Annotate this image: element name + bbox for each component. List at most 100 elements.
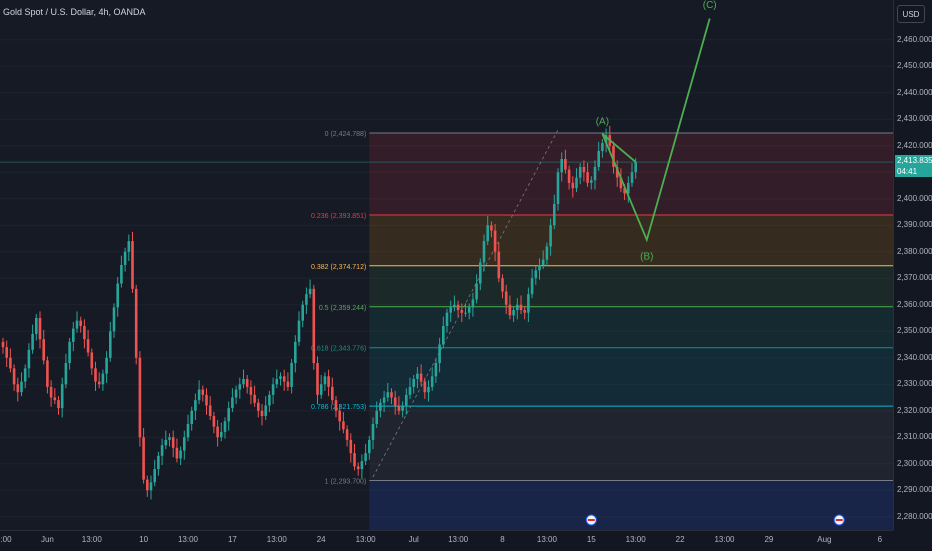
candle-body [175, 447, 179, 459]
candle-body [49, 386, 53, 398]
candle-body [216, 426, 219, 438]
time-tick-label: 8 [500, 535, 505, 544]
candle-body [83, 325, 86, 340]
price-axis[interactable] [893, 0, 932, 530]
candle-body [168, 437, 171, 440]
candle-body [268, 394, 271, 406]
candle-body [412, 378, 415, 387]
candle-body [460, 310, 464, 313]
candle-body [619, 177, 623, 189]
candle-body [57, 400, 60, 409]
candle-body [597, 151, 600, 167]
candle-body [397, 405, 401, 411]
event-flag-stripe [587, 519, 595, 521]
candle-body [201, 389, 205, 395]
candle-body [375, 410, 378, 424]
fib-zone [369, 215, 893, 266]
price-tick-label: 2,300.000 [897, 458, 932, 468]
candle-body [467, 307, 471, 313]
fib-zone [369, 406, 893, 481]
candle-body [590, 180, 593, 183]
candle-body [94, 368, 97, 382]
time-tick-label: 6 [877, 535, 883, 544]
candle-body [479, 262, 482, 284]
candle-body [416, 373, 419, 379]
candle-body [149, 482, 153, 491]
candle-body [279, 376, 282, 379]
currency-button[interactable]: USD [897, 5, 925, 23]
fib-level-label: 0.618 (2,343.776) [311, 346, 366, 353]
candle-body [456, 304, 460, 311]
candle-body [197, 389, 201, 401]
candle-body [68, 341, 71, 364]
candle-body [97, 381, 101, 385]
candle-body [323, 376, 327, 385]
candle-body [423, 381, 427, 393]
candle-body [601, 143, 604, 152]
time-tick-label: 24 [316, 535, 326, 544]
price-tick-label: 2,290.000 [897, 485, 932, 495]
candle-body [327, 376, 330, 387]
last-price-tag: 2,413.835 04:41 [895, 155, 932, 177]
candle-body [64, 363, 68, 385]
candle-body [405, 394, 408, 406]
candle-body [164, 439, 168, 446]
candle-body [131, 241, 134, 289]
time-tick-label: 13:00 [714, 535, 735, 544]
candle-body [379, 402, 382, 411]
price-tick-label: 2,420.000 [897, 140, 932, 150]
wave-label: (A) [596, 117, 609, 128]
time-tick-label: :00 [0, 535, 12, 544]
candle-body [319, 384, 323, 395]
candle-body [382, 397, 386, 403]
candle-body [157, 455, 160, 470]
candle-body [345, 429, 349, 440]
price-tick-label: 2,460.000 [897, 34, 932, 44]
fib-level-label: 0.5 (2,359.244) [319, 305, 366, 312]
candle-body [612, 145, 615, 167]
candle-body [368, 439, 371, 454]
candle-body [105, 357, 108, 374]
candle-body [560, 159, 563, 173]
candle-body [482, 241, 486, 263]
candle-body [386, 392, 390, 398]
candle-body [442, 325, 445, 345]
candle-body [134, 288, 138, 358]
candle-body [275, 378, 279, 385]
event-flag-stripe [835, 519, 843, 521]
candle-body [220, 431, 223, 438]
candle-body [286, 381, 290, 387]
candle-body [294, 341, 297, 364]
price-tick-label: 2,380.000 [897, 246, 932, 256]
candle-body [567, 169, 571, 183]
fib-level-label: 0.382 (2,374.712) [311, 264, 366, 271]
fib-zone [369, 265, 893, 307]
candle-body [338, 410, 341, 422]
candle-body [504, 291, 508, 305]
candle-body [5, 347, 8, 358]
candle-body [371, 424, 375, 440]
candle-body [42, 339, 45, 361]
candle-body [79, 320, 82, 326]
candle-body [153, 469, 156, 483]
time-axis[interactable] [0, 530, 893, 551]
chart-canvas[interactable] [0, 0, 893, 530]
candle-body [427, 386, 430, 393]
candle-body [205, 394, 208, 406]
candle-body [142, 437, 145, 480]
candle-body [186, 424, 190, 438]
candle-body [46, 360, 49, 387]
time-tick-label: 13:00 [177, 535, 199, 544]
candle-body [194, 400, 197, 411]
price-tick-label: 2,310.000 [897, 432, 932, 442]
candle-body [23, 368, 27, 382]
time-tick-label: 13:00 [81, 535, 102, 544]
price-tick-label: 2,360.000 [897, 299, 932, 309]
candle-body [127, 241, 131, 252]
candle-body [471, 299, 475, 308]
candle-body [438, 344, 441, 364]
candle-body [497, 251, 501, 279]
time-tick-label: 17 [227, 535, 237, 544]
candle-body [430, 376, 434, 387]
